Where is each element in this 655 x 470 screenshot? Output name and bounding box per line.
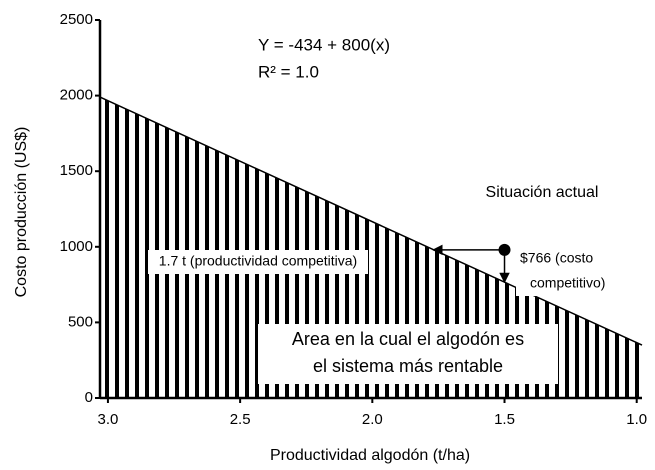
area-label-2: el sistema más rentable [313, 356, 503, 376]
r-squared: R² = 1.0 [258, 62, 319, 81]
y-tick-label: 1000 [60, 238, 93, 255]
x-tick-label: 2.5 [230, 411, 251, 428]
label-box [148, 250, 368, 274]
label-box [516, 246, 636, 296]
cost-line [99, 96, 643, 346]
plot-area [99, 96, 643, 398]
current-situation: Situación actual [486, 184, 599, 201]
x-tick-label: 1.5 [494, 411, 515, 428]
y-axis-title: Costo producción (US$) [13, 127, 30, 298]
competitive-cost-2: competitivo) [530, 275, 605, 291]
x-axis-title: Productividad algodón (t/ha) [270, 447, 470, 464]
y-tick-label: 2000 [60, 87, 93, 104]
y-tick-label: 0 [85, 389, 93, 406]
competitive-cost-1: $766 (costo [520, 250, 593, 266]
x-tick-label: 1.0 [626, 411, 647, 428]
y-tick-label: 500 [68, 313, 93, 330]
y-tick-label: 1500 [60, 162, 93, 179]
area-label-1: Area en la cual el algodón es [292, 329, 524, 349]
hatched-area [100, 97, 642, 398]
label-box [258, 324, 558, 384]
y-tick-label: 2500 [60, 11, 93, 28]
equation: Y = -434 + 800(x) [258, 35, 390, 54]
point [498, 243, 511, 256]
annotations: Y = -434 + 800(x) R² = 1.0 Situación act… [148, 35, 636, 384]
x-tick-label: 2.0 [362, 411, 383, 428]
x-tick-label: 3.0 [98, 411, 119, 428]
competitive-yield: 1.7 t (productividad competitiva) [159, 253, 357, 269]
